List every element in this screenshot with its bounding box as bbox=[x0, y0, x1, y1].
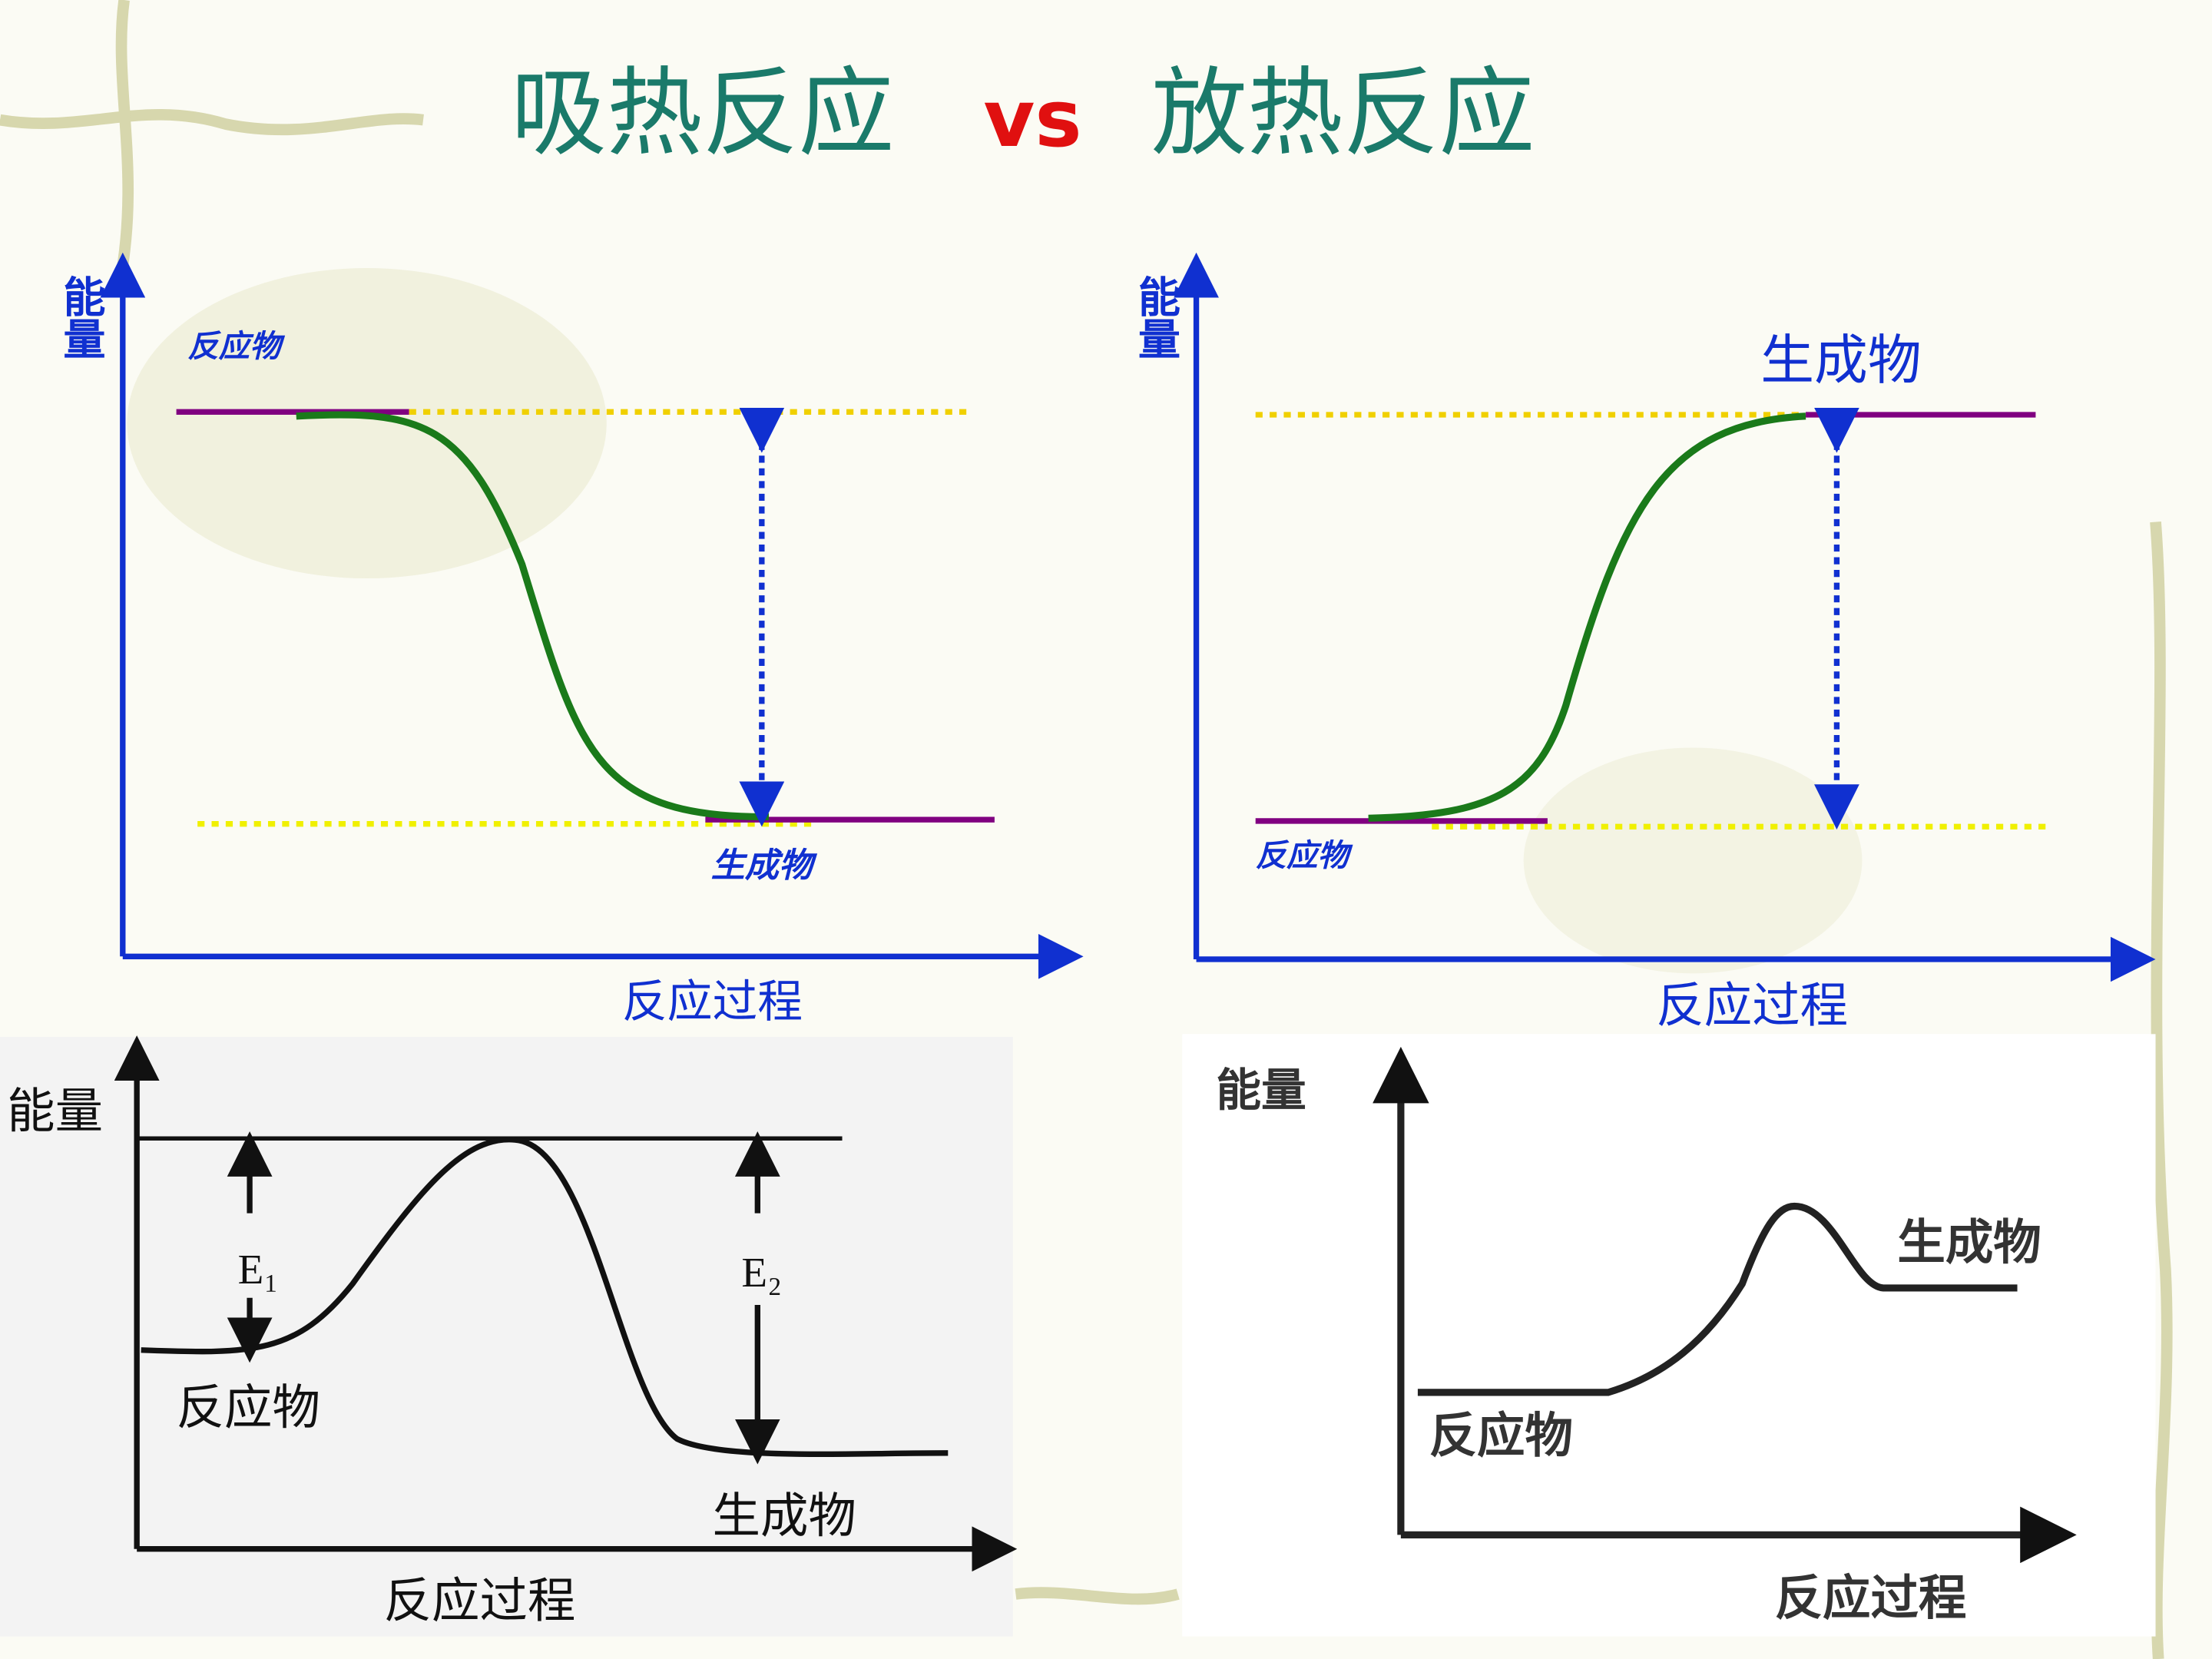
y-axis-label: 能量 bbox=[1131, 275, 1180, 359]
energy-curve bbox=[141, 1137, 949, 1457]
reactant-label: 反应物 bbox=[177, 1379, 320, 1435]
product-label: 生成物 bbox=[1897, 1214, 2041, 1270]
title-vs: vs bbox=[983, 74, 1081, 165]
y-axis-label: 能量 bbox=[56, 275, 105, 359]
panel: 能量 E₁ E₂ 反应物 生成物 反应过程 bbox=[0, 1035, 1018, 1637]
product-label: 生成物 bbox=[1760, 329, 1921, 392]
product-label: 生成物 bbox=[713, 1488, 856, 1544]
energy-curve bbox=[1368, 412, 1806, 822]
panel: 能量 生成物 反应物 反应过程 bbox=[1182, 1034, 2156, 1637]
e1-label: E₁ bbox=[238, 1246, 279, 1293]
energy-curve bbox=[1417, 1202, 2018, 1396]
x-axis-label: 反应过程 bbox=[384, 1572, 576, 1628]
product-label: 生成物 bbox=[711, 846, 818, 886]
title-left: 吸热反应 bbox=[511, 58, 895, 169]
x-axis-label: 反应过程 bbox=[622, 975, 803, 1028]
reactant-label: 反应物 bbox=[1256, 837, 1354, 874]
title-right: 放热反应 bbox=[1151, 58, 1535, 169]
reactant-label: 反应物 bbox=[1429, 1408, 1573, 1464]
y-axis-label: 能量 bbox=[1216, 1064, 1306, 1117]
e2-label: E₂ bbox=[741, 1249, 782, 1296]
x-axis-label: 反应过程 bbox=[1775, 1570, 1967, 1626]
panel: 能量 生成物 反应物 反应过程 bbox=[1131, 252, 2156, 1033]
energy-curve bbox=[296, 411, 770, 821]
decoration bbox=[127, 267, 607, 579]
decoration bbox=[1523, 747, 1863, 974]
reactant-label: 反应物 bbox=[187, 328, 286, 365]
panel: 能量 反应物 生成物 反应过程 bbox=[56, 252, 1084, 1028]
x-axis-label: 反应过程 bbox=[1656, 977, 1848, 1033]
y-axis-label: 能量 bbox=[7, 1083, 103, 1139]
panel-background bbox=[1182, 1034, 2156, 1637]
